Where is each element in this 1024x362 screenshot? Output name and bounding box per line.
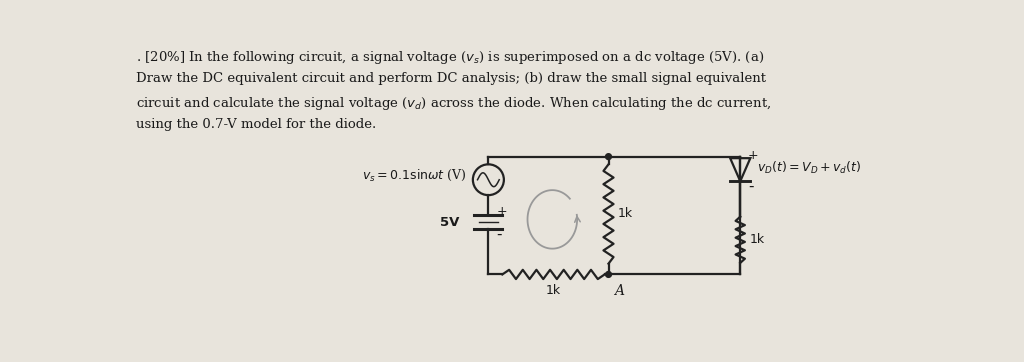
Text: -: - xyxy=(496,227,502,242)
Text: 1k: 1k xyxy=(546,285,561,298)
Text: $v_s= 0.1\mathrm{sin}\omega t$ (V): $v_s= 0.1\mathrm{sin}\omega t$ (V) xyxy=(362,168,467,184)
Text: 5V: 5V xyxy=(439,216,459,228)
Text: +: + xyxy=(748,148,759,161)
Text: circuit and calculate the signal voltage ($v_d$) across the diode. When calculat: circuit and calculate the signal voltage… xyxy=(136,95,771,112)
Text: $v_D(t) = V_D + v_d(t)$: $v_D(t) = V_D + v_d(t)$ xyxy=(758,160,861,176)
Text: using the 0.7-V model for the diode.: using the 0.7-V model for the diode. xyxy=(136,118,376,131)
Text: 1k: 1k xyxy=(617,207,633,220)
Text: Draw the DC equivalent circuit and perform DC analysis; (b) draw the small signa: Draw the DC equivalent circuit and perfo… xyxy=(136,72,766,85)
Text: 1k: 1k xyxy=(750,233,765,246)
Text: +: + xyxy=(496,205,507,218)
Text: . [20%] In the following circuit, a signal voltage ($v_s$) is superimposed on a : . [20%] In the following circuit, a sign… xyxy=(136,49,764,66)
Text: A: A xyxy=(614,285,624,298)
Circle shape xyxy=(605,154,611,160)
Text: -: - xyxy=(748,178,754,193)
Circle shape xyxy=(605,272,611,277)
